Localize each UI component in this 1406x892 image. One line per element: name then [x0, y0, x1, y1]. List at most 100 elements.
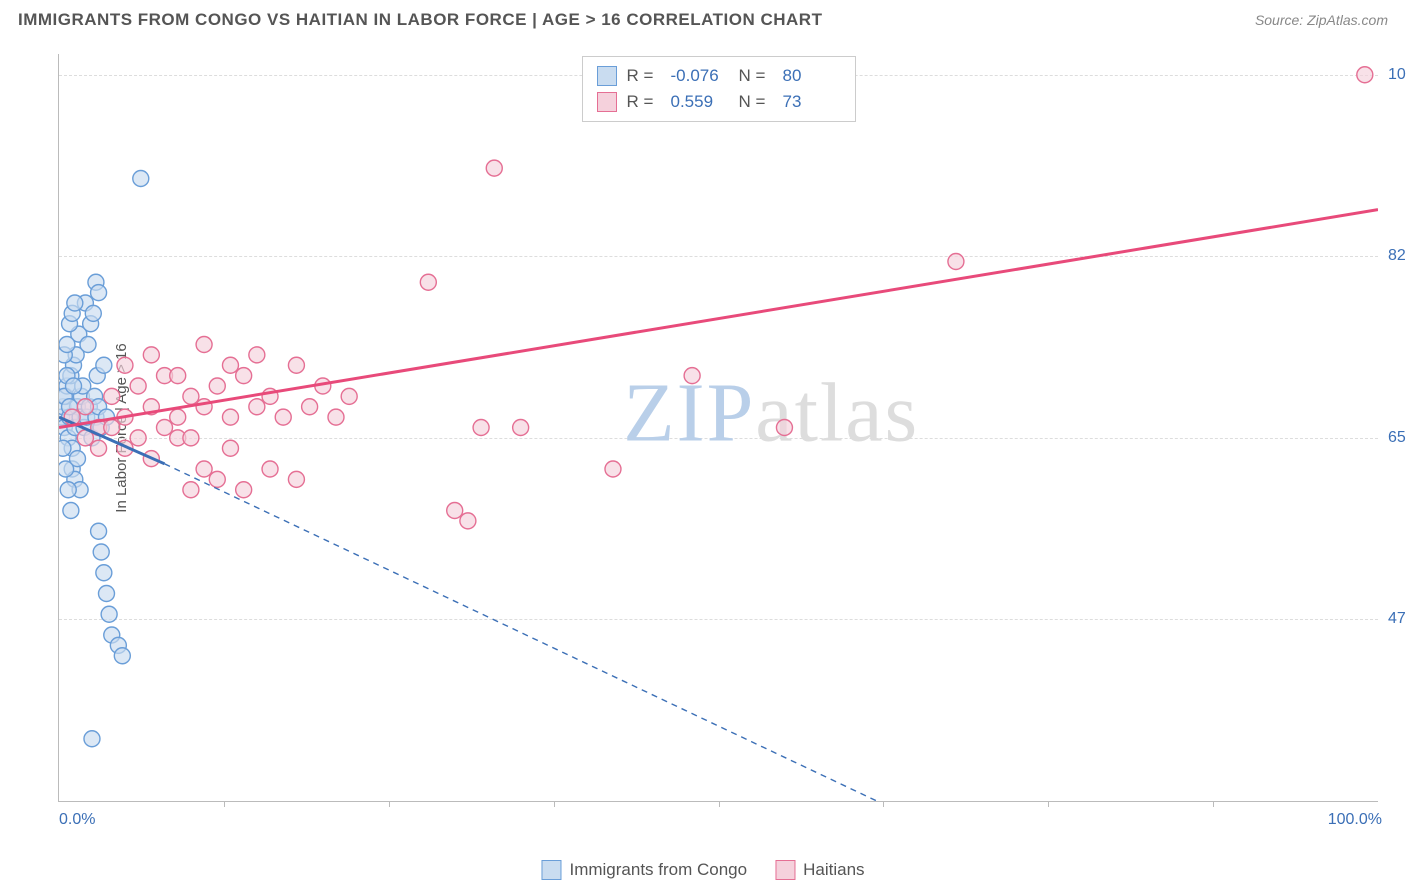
data-point-haitians [209, 471, 225, 487]
legend-swatch-haitians [597, 92, 617, 112]
data-point-haitians [117, 357, 133, 373]
legend-swatch-haitians-icon [775, 860, 795, 880]
correlation-legend: R = -0.076 N = 80 R = 0.559 N = 73 [582, 56, 856, 122]
data-point-congo [96, 357, 112, 373]
data-point-haitians [91, 440, 107, 456]
data-point-haitians [486, 160, 502, 176]
data-point-haitians [605, 461, 621, 477]
y-tick-label: 82.5% [1380, 247, 1406, 265]
legend-r-label: R = [627, 66, 661, 86]
data-point-congo [91, 285, 107, 301]
x-tick [224, 801, 225, 807]
data-point-haitians [249, 399, 265, 415]
data-point-haitians [222, 440, 238, 456]
series-legend-label-haitians: Haitians [803, 860, 864, 880]
chart-header: IMMIGRANTS FROM CONGO VS HAITIAN IN LABO… [0, 0, 1406, 36]
data-point-congo [96, 565, 112, 581]
data-point-haitians [776, 420, 792, 436]
data-point-haitians [288, 357, 304, 373]
data-point-haitians [196, 337, 212, 353]
data-point-haitians [1357, 67, 1373, 83]
legend-n-label: N = [739, 92, 773, 112]
data-point-haitians [473, 420, 489, 436]
series-legend: Immigrants from Congo Haitians [541, 860, 864, 880]
data-point-haitians [288, 471, 304, 487]
legend-r-value-congo: -0.076 [671, 66, 729, 86]
data-point-haitians [170, 368, 186, 384]
data-point-haitians [341, 388, 357, 404]
chart-area: ZIPatlas In Labor Force | Age > 16 0.0% … [18, 44, 1388, 832]
data-point-haitians [130, 430, 146, 446]
data-point-haitians [130, 378, 146, 394]
data-point-congo [91, 523, 107, 539]
legend-n-value-haitians: 73 [783, 92, 841, 112]
correlation-legend-row-congo: R = -0.076 N = 80 [597, 63, 841, 89]
x-tick [1048, 801, 1049, 807]
x-axis-end-label: 100.0% [1328, 811, 1382, 829]
y-tick-label: 100.0% [1380, 66, 1406, 84]
data-point-congo [84, 731, 100, 747]
data-point-congo [63, 503, 79, 519]
data-point-haitians [77, 399, 93, 415]
legend-r-value-haitians: 0.559 [671, 92, 729, 112]
data-point-haitians [249, 347, 265, 363]
x-tick [1213, 801, 1214, 807]
y-tick-label: 65.0% [1380, 429, 1406, 447]
series-legend-label-congo: Immigrants from Congo [569, 860, 747, 880]
data-point-haitians [328, 409, 344, 425]
legend-r-label: R = [627, 92, 661, 112]
data-point-haitians [948, 254, 964, 270]
data-point-haitians [104, 420, 120, 436]
data-point-haitians [275, 409, 291, 425]
x-tick [719, 801, 720, 807]
y-tick-label: 47.5% [1380, 610, 1406, 628]
data-point-haitians [222, 357, 238, 373]
data-point-haitians [196, 461, 212, 477]
data-point-haitians [513, 420, 529, 436]
data-point-congo [114, 648, 130, 664]
data-point-congo [67, 295, 83, 311]
chart-source: Source: ZipAtlas.com [1255, 12, 1388, 28]
regression-line-haitians [59, 210, 1378, 428]
data-point-haitians [209, 378, 225, 394]
data-point-haitians [236, 368, 252, 384]
plot-region: ZIPatlas In Labor Force | Age > 16 0.0% … [58, 54, 1378, 802]
data-point-congo [85, 305, 101, 321]
data-point-congo [59, 440, 71, 456]
data-point-congo [133, 171, 149, 187]
data-point-congo [101, 606, 117, 622]
data-point-haitians [183, 430, 199, 446]
x-tick [389, 801, 390, 807]
data-point-congo [59, 337, 75, 353]
data-point-haitians [170, 409, 186, 425]
x-axis-start-label: 0.0% [59, 811, 95, 829]
legend-swatch-congo [597, 66, 617, 86]
x-tick [554, 801, 555, 807]
data-point-haitians [222, 409, 238, 425]
data-point-haitians [302, 399, 318, 415]
legend-n-value-congo: 80 [783, 66, 841, 86]
data-point-congo [93, 544, 109, 560]
plot-svg [59, 54, 1378, 801]
data-point-haitians [143, 347, 159, 363]
data-point-congo [59, 461, 74, 477]
data-point-haitians [236, 482, 252, 498]
data-point-haitians [420, 274, 436, 290]
series-legend-item-haitians: Haitians [775, 860, 864, 880]
legend-swatch-congo-icon [541, 860, 561, 880]
regression-line-dashed-congo [165, 464, 877, 801]
chart-title: IMMIGRANTS FROM CONGO VS HAITIAN IN LABO… [18, 10, 822, 30]
correlation-legend-row-haitians: R = 0.559 N = 73 [597, 89, 841, 115]
legend-n-label: N = [739, 66, 773, 86]
data-point-haitians [157, 420, 173, 436]
data-point-haitians [262, 461, 278, 477]
x-tick [883, 801, 884, 807]
data-point-congo [60, 482, 76, 498]
data-point-congo [80, 337, 96, 353]
data-point-haitians [447, 503, 463, 519]
data-point-congo [66, 378, 82, 394]
data-point-haitians [684, 368, 700, 384]
data-point-haitians [104, 388, 120, 404]
data-point-haitians [460, 513, 476, 529]
data-point-haitians [183, 388, 199, 404]
